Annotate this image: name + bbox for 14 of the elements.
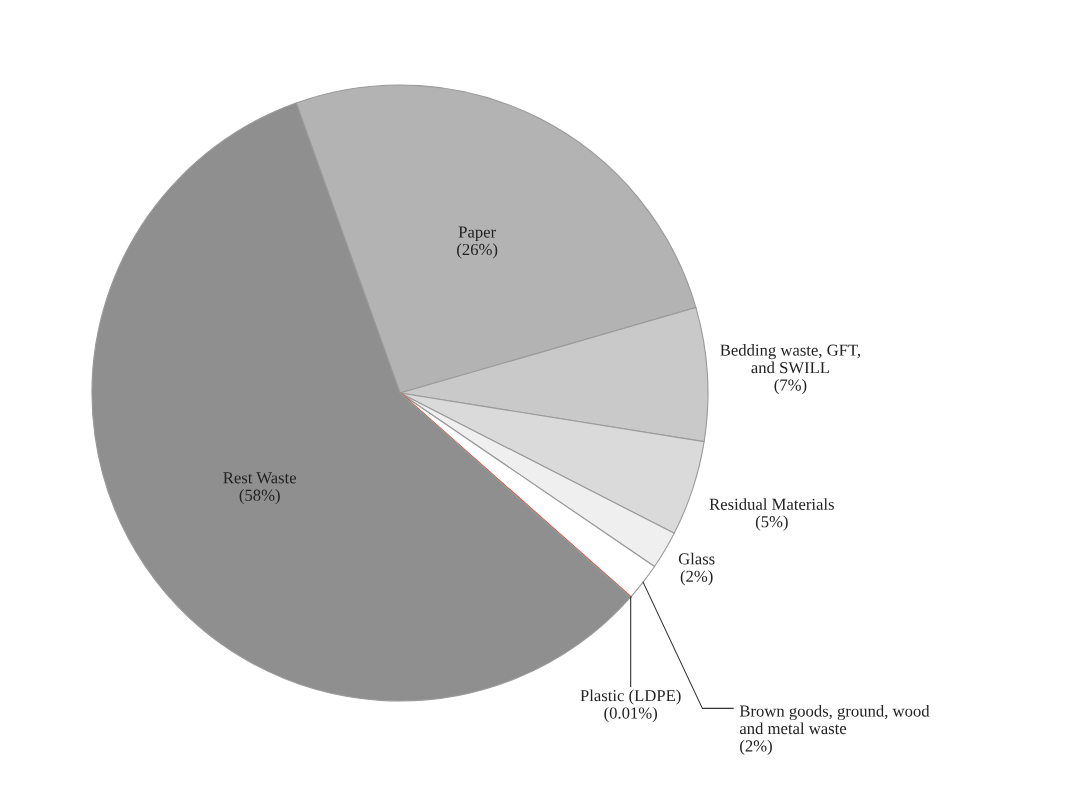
data-label: (7%)	[774, 378, 807, 395]
slice-label: Bedding waste, GFT, and SWILL	[720, 344, 861, 374]
slice-label: Residual Materials	[709, 498, 834, 510]
data-label: (26%)	[457, 243, 498, 259]
slice-label: Paper	[458, 226, 496, 242]
slice-label: Plastic (LDPE)	[580, 689, 681, 705]
slice-label: Rest Waste	[223, 472, 297, 484]
data-label: (5%)	[755, 515, 788, 531]
slice-label: Glass	[678, 552, 715, 565]
slice-label: Brown goods, ground, wood and metal waste	[739, 704, 930, 735]
data-label: (0.01%)	[604, 706, 658, 723]
data-label: (2%)	[680, 570, 713, 586]
data-label: (58%)	[239, 489, 280, 505]
data-label: (2%)	[740, 739, 772, 755]
